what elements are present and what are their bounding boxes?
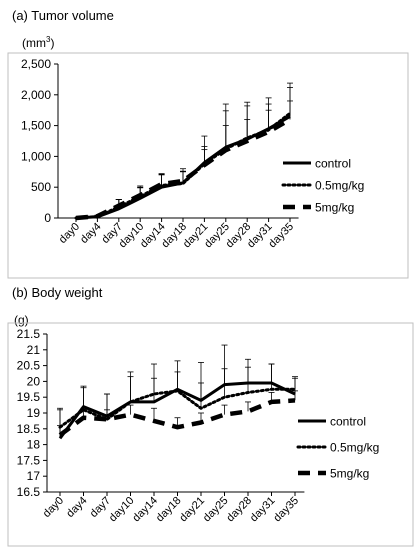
chart-b-body-weight: 16.51717.51818.51919.52020.52121.5day0da… (7, 322, 414, 547)
chart-a-series-control (75, 115, 291, 220)
chart-b-legend-label: control (330, 415, 366, 429)
chart-b-title: (b) Body weight (12, 285, 103, 300)
chart-b-y-tick-label: 19.5 (17, 390, 41, 404)
chart-b-y-tick-label: 21 (27, 343, 41, 357)
chart-b-x-tick-label: day4 (64, 495, 89, 520)
chart-b-series-5mg-kg (58, 398, 296, 437)
chart-a-x-tick-label: day0 (57, 221, 82, 246)
chart-a-x-tick-label: day4 (78, 221, 103, 246)
chart-b-legend-label: 0.5mg/kg (330, 441, 379, 455)
chart-a-y-tick-label: 500 (31, 180, 51, 194)
chart-b-frame (7, 322, 414, 547)
chart-b-y-tick-label: 20 (27, 374, 41, 388)
chart-b-x-tick-label: day10 (107, 495, 137, 525)
chart-a-x-tick-label: day35 (266, 221, 296, 251)
chart-b-x-tick-label: day35 (271, 495, 301, 525)
chart-b-x-tick-label: day31 (248, 495, 278, 525)
chart-a-title: (a) Tumor volume (12, 8, 114, 23)
chart-b-x-tick-label: day14 (130, 495, 160, 525)
chart-a-tumor-volume: 05001,0001,5002,0002,500day0day4day7day1… (7, 52, 409, 279)
chart-b-series-control (58, 381, 296, 440)
chart-a-series-0-5mg-kg (74, 111, 292, 220)
chart-b-y-tick-label: 20.5 (17, 359, 41, 373)
chart-a-y-tick-label: 1,500 (21, 119, 51, 133)
chart-b-y-tick-label: 18.5 (17, 422, 41, 436)
chart-a-y-tick-label: 0 (44, 211, 51, 225)
chart-a-ylabel-base: (mm (22, 36, 46, 50)
chart-b-x-tick-label: day28 (224, 495, 254, 525)
chart-a-legend-label: 0.5mg/kg (315, 179, 364, 193)
chart-b-x-tick-label: day21 (177, 495, 207, 525)
chart-b-y-tick-label: 17.5 (17, 453, 41, 467)
chart-a-ylabel-sup: 3 (46, 35, 51, 44)
chart-a-ylabel: (mm3) (22, 35, 54, 50)
chart-b-x-tick-label: day25 (201, 495, 231, 525)
chart-b-legend-label: 5mg/kg (330, 467, 369, 481)
chart-a-y-tick-label: 2,000 (21, 88, 51, 102)
chart-b-series-0-5mg-kg (58, 387, 297, 429)
chart-a-y-tick-label: 2,500 (21, 57, 51, 71)
chart-b-y-tick-label: 18 (27, 438, 41, 452)
chart-b-x-tick-label: day18 (154, 495, 184, 525)
chart-a-y-tick-label: 1,000 (21, 149, 51, 163)
chart-a-ylabel-close: ) (50, 36, 55, 50)
chart-b-y-tick-label: 21.5 (17, 327, 41, 341)
chart-b-y-tick-label: 19 (27, 406, 41, 420)
chart-b-x-tick-label: day0 (41, 495, 66, 520)
chart-a-legend-label: control (315, 157, 351, 171)
chart-b-y-tick-label: 16.5 (17, 485, 41, 499)
chart-a-legend-label: 5mg/kg (315, 201, 354, 215)
chart-a-frame (7, 52, 409, 279)
chart-b-y-tick-label: 17 (27, 469, 41, 483)
